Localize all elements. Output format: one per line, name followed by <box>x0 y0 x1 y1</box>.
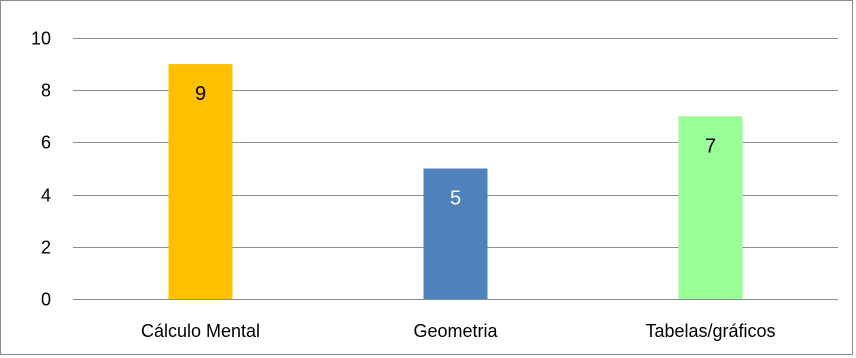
y-tick-label: 4 <box>41 186 51 206</box>
category-labels: Cálculo Mental Geometria Tabelas/gráficos <box>141 321 776 341</box>
data-label: 5 <box>450 188 461 210</box>
y-tick-label: 2 <box>41 238 51 258</box>
y-tick-label: 0 <box>41 290 51 310</box>
y-tick-label: 10 <box>31 29 51 49</box>
bar <box>678 116 743 299</box>
category-label: Geometria <box>413 321 498 341</box>
data-label: 7 <box>705 135 716 157</box>
bars <box>168 64 743 299</box>
y-tick-label: 8 <box>41 81 51 101</box>
category-label: Tabelas/gráficos <box>645 321 775 341</box>
y-axis-tick-labels: 0 2 4 6 8 10 <box>31 29 51 310</box>
bar <box>423 168 488 299</box>
data-labels: 9 5 7 <box>195 83 716 209</box>
y-tick-label: 6 <box>41 133 51 153</box>
data-label: 9 <box>195 83 206 105</box>
category-label: Cálculo Mental <box>141 321 260 341</box>
bar <box>168 64 233 299</box>
